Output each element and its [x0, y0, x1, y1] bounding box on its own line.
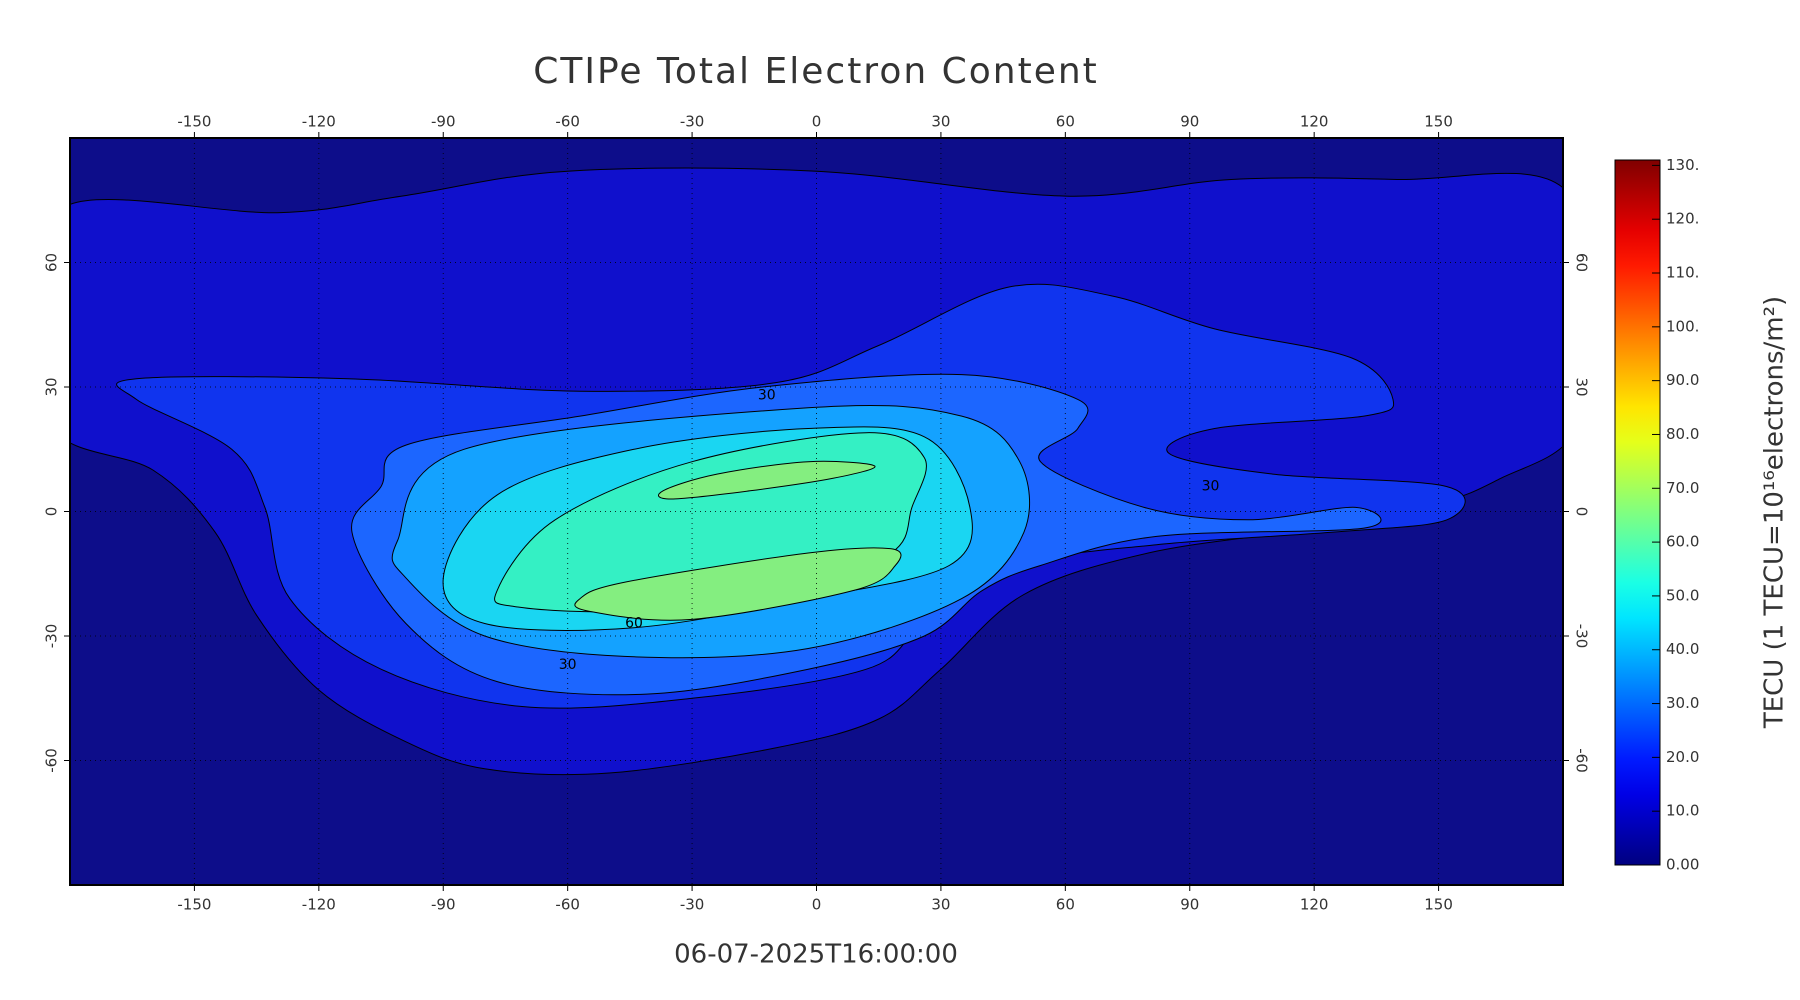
contour-label: 60 — [625, 616, 643, 632]
x-tick-label: 30 — [931, 113, 950, 131]
colorbar-tick-label: 50.0 — [1666, 586, 1699, 604]
colorbar-tick-label: 90.0 — [1666, 371, 1699, 389]
x-tick-label: 0 — [812, 113, 822, 131]
y-tick-label: 0 — [43, 507, 61, 517]
y-tick-label: 60 — [1573, 253, 1591, 272]
x-tick-label: 30 — [931, 896, 950, 914]
colorbar-tick-label: 60.0 — [1666, 533, 1699, 551]
y-tick-label: -30 — [1573, 624, 1591, 649]
x-tick-label: 120 — [1300, 896, 1329, 914]
x-tick-label: 90 — [1180, 113, 1199, 131]
map-area: 60 30 30 30 — [70, 138, 1563, 885]
x-tick-label: 150 — [1424, 896, 1453, 914]
contour-label: 30 — [559, 657, 577, 673]
y-tick-label: -60 — [43, 748, 61, 773]
x-tick-label: -120 — [302, 896, 336, 914]
colorbar-tick-label: 130. — [1666, 156, 1699, 174]
x-tick-label: -60 — [555, 896, 580, 914]
x-tick-label: -150 — [177, 896, 211, 914]
x-tick-label: -150 — [177, 113, 211, 131]
x-tick-label: -120 — [302, 113, 336, 131]
x-tick-label: -60 — [555, 113, 580, 131]
colorbar-tick-label: 10.0 — [1666, 802, 1699, 820]
colorbar-tick-label: 20.0 — [1666, 748, 1699, 766]
x-tick-label: -90 — [431, 113, 456, 131]
colorbar-tick-label: 70.0 — [1666, 479, 1699, 497]
y-tick-label: 0 — [1573, 507, 1591, 517]
contour-region — [657, 460, 876, 500]
contour-label: 30 — [1202, 479, 1220, 495]
y-tick-label: 30 — [43, 377, 61, 396]
x-tick-label: 120 — [1300, 113, 1329, 131]
contour-label: 30 — [758, 387, 776, 403]
colorbar-tick-label: 40.0 — [1666, 640, 1699, 658]
x-tick-label: 0 — [812, 896, 822, 914]
y-tick-label: -60 — [1573, 748, 1591, 773]
chart-title: CTIPe Total Electron Content — [533, 51, 1099, 92]
y-tick-label: 60 — [43, 253, 61, 272]
x-tick-label: 60 — [1056, 113, 1075, 131]
colorbar-tick-label: 30.0 — [1666, 694, 1699, 712]
y-tick-label: -30 — [43, 624, 61, 649]
colorbar-tick-label: 100. — [1666, 317, 1699, 335]
x-tick-label: 60 — [1056, 896, 1075, 914]
colorbar-tick-label: 110. — [1666, 264, 1699, 282]
contour-region — [574, 547, 902, 621]
timestamp: 06-07-2025T16:00:00 — [674, 940, 958, 970]
x-tick-label: -30 — [680, 113, 705, 131]
x-tick-label: -90 — [431, 896, 456, 914]
colorbar — [1614, 159, 1661, 866]
colorbar-tick-label: 80.0 — [1666, 425, 1699, 443]
x-tick-label: -30 — [680, 896, 705, 914]
x-tick-label: 150 — [1424, 113, 1453, 131]
colorbar-label: TECU (1 TECU=10¹⁶electrons/m²) — [1760, 296, 1790, 729]
colorbar-tick-label: 0.00 — [1666, 856, 1699, 874]
colorbar-tick-label: 120. — [1666, 210, 1699, 228]
y-tick-label: 30 — [1573, 377, 1591, 396]
x-tick-label: 90 — [1180, 896, 1199, 914]
